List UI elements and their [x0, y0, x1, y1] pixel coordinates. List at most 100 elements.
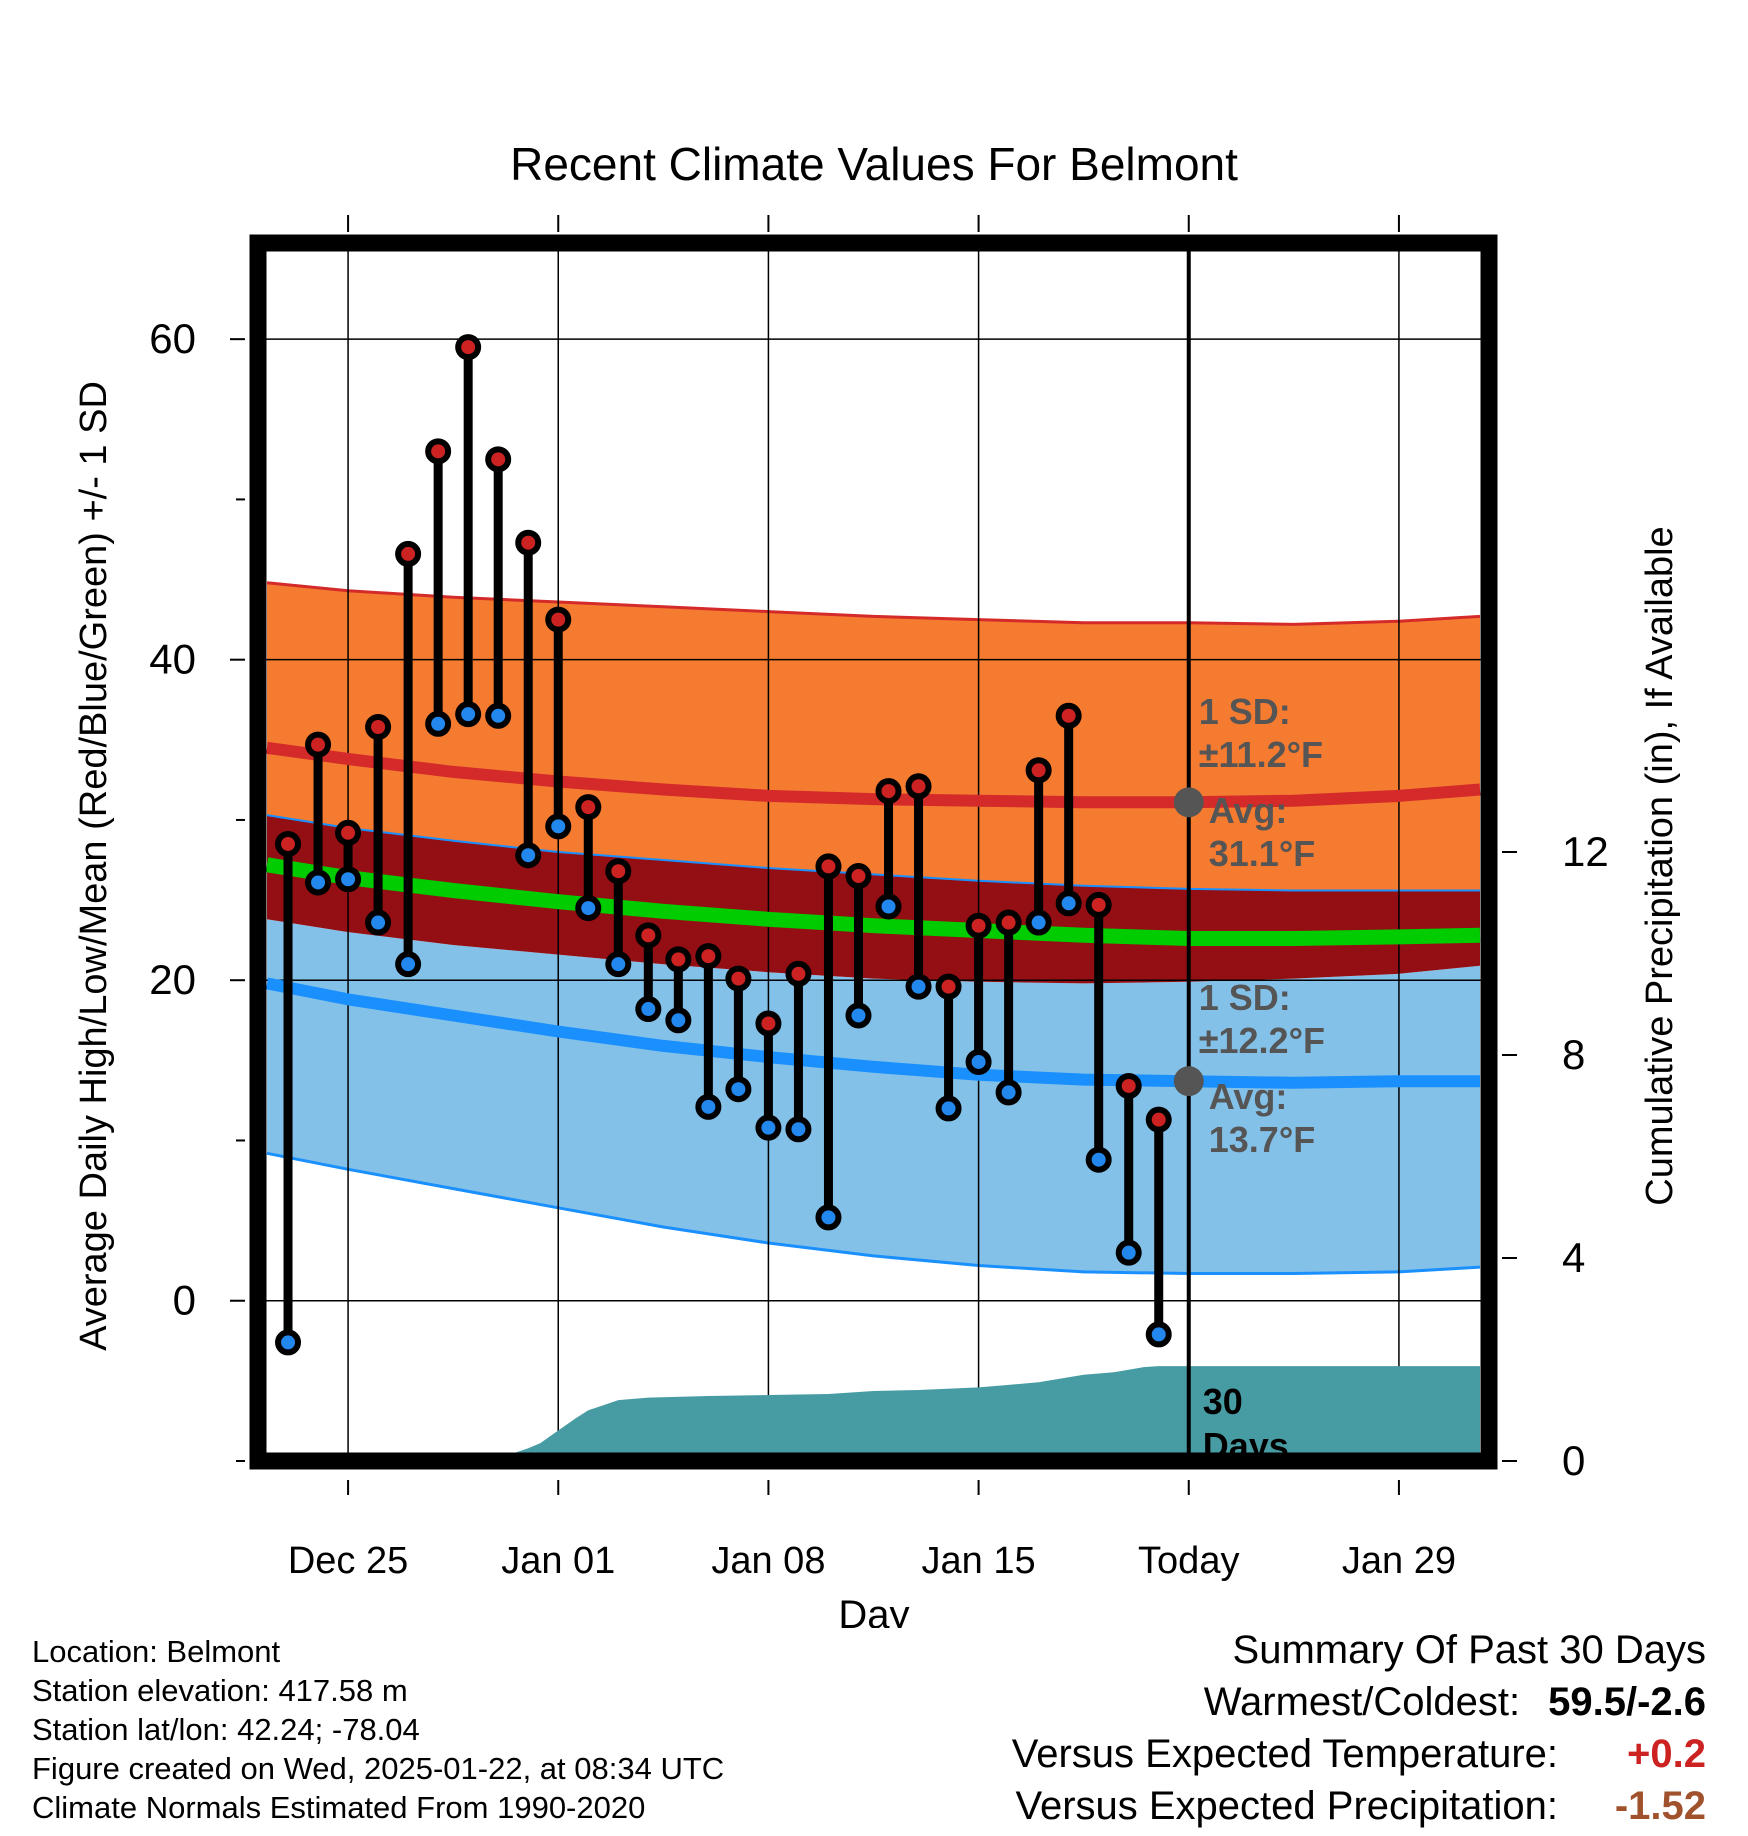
low-sd-lower-edge	[266, 1151, 1481, 1275]
low-point	[905, 973, 932, 1000]
low-point	[665, 1007, 692, 1034]
low-point	[1115, 1239, 1142, 1266]
axes: Dec 25 Jan 01 Jan 08 Jan 15 Today Jan 2902040…	[73, 215, 1681, 1628]
high-sd-label: 1 SD:	[1199, 691, 1291, 732]
low-point	[575, 895, 602, 922]
low-point	[695, 1093, 722, 1120]
high-point	[1115, 1072, 1142, 1099]
temp-row: Versus Expected Temperature: +0.2	[1012, 1732, 1706, 1784]
temp-label: Versus Expected Temperature:	[1011, 1732, 1558, 1776]
y2-tick-label: 12	[1562, 828, 1609, 875]
low-point	[1025, 909, 1052, 936]
high-point	[335, 819, 362, 846]
high-point	[515, 529, 542, 556]
elevation-text: Station elevation: 417.58 m	[32, 1673, 408, 1708]
low-point	[1085, 1146, 1112, 1173]
high-avg-value: 31.1°F	[1209, 833, 1315, 874]
high-point	[1055, 702, 1082, 729]
precip-fill	[288, 1366, 1480, 1461]
low-point	[365, 909, 392, 936]
y-tick-label: 40	[149, 636, 196, 683]
temp-value: +0.2	[1627, 1732, 1706, 1776]
low-sd-value: ±12.2°F	[1199, 1020, 1325, 1061]
high-point	[485, 446, 512, 473]
low-avg-label: Avg:	[1209, 1076, 1288, 1117]
low-point	[935, 1095, 962, 1122]
low-avg-value: 13.7°F	[1209, 1119, 1315, 1160]
low-point	[815, 1204, 842, 1231]
low-point	[395, 951, 422, 978]
y2-axis-title: Cumulative Precipitation (in), If Availa…	[1639, 526, 1681, 1205]
created-text: Figure created on Wed, 2025-01-22, at 08…	[32, 1751, 725, 1786]
y2-tick-label: 8	[1562, 1031, 1585, 1078]
low-point	[785, 1116, 812, 1143]
high-avg-label: Avg:	[1209, 790, 1288, 831]
x-tick-label: Jan 29	[1342, 1540, 1456, 1582]
high-point	[935, 973, 962, 1000]
high-point	[545, 606, 572, 633]
normal-high-line	[266, 741, 1481, 809]
station-info: Location: Belmont Station elevation: 417…	[32, 1632, 724, 1827]
low-point	[725, 1076, 752, 1103]
y-tick-label: 20	[149, 956, 196, 1003]
low-point	[425, 710, 452, 737]
y-axis-title: Average Daily High/Low/Mean (Red/Blue/Gr…	[73, 381, 115, 1351]
high-point	[305, 731, 332, 758]
chart-title: Recent Climate Values For Belmont	[510, 138, 1238, 190]
high-point	[455, 334, 482, 361]
latlon-text: Station lat/lon: 42.24; -78.04	[32, 1712, 420, 1747]
y-tick-label: 60	[149, 315, 196, 362]
low-point	[965, 1048, 992, 1075]
x-tick-label: Jan 15	[922, 1540, 1036, 1582]
high-point	[665, 946, 692, 973]
high-point	[785, 960, 812, 987]
low-point	[875, 893, 902, 920]
low-point	[635, 996, 662, 1023]
low-point	[455, 701, 482, 728]
x-tick-label: Dec 25	[288, 1540, 408, 1582]
high-sd-upper-edge	[266, 581, 1481, 626]
high-point	[605, 858, 632, 885]
low-point	[995, 1079, 1022, 1106]
high-point	[365, 713, 392, 740]
low-point	[305, 869, 332, 896]
high-point	[755, 1010, 782, 1037]
high-point	[845, 863, 872, 890]
low-point	[515, 842, 542, 869]
high-sd-lower-edge	[266, 814, 1480, 892]
summary-panel: Summary Of Past 30 Days Warmest/Coldest:…	[1012, 1628, 1706, 1836]
high-point	[875, 778, 902, 805]
high-point	[1085, 891, 1112, 918]
high-point	[275, 830, 302, 857]
high-point	[575, 794, 602, 821]
normal-low-line	[265, 977, 1480, 1089]
precip-row: Versus Expected Precipitation: -1.52	[1012, 1784, 1706, 1836]
high-sd-value: ±11.2°F	[1199, 734, 1323, 775]
high-point	[635, 922, 662, 949]
low-avg-marker	[1173, 1066, 1204, 1097]
warmest-label: Warmest/Coldest:	[1203, 1680, 1521, 1724]
high-avg-marker	[1173, 787, 1204, 818]
summary-title-row: Summary Of Past 30 Days	[1012, 1628, 1706, 1680]
precipitation-area	[288, 1366, 1480, 1461]
y2-tick-label: 4	[1562, 1234, 1585, 1281]
high-point	[1145, 1106, 1172, 1133]
high-point	[815, 853, 842, 880]
low-point	[335, 866, 362, 893]
y-tick-label: 0	[173, 1277, 196, 1324]
y2-tick-label: 0	[1562, 1437, 1585, 1484]
high-point	[905, 773, 932, 800]
plot-frame	[249, 234, 1498, 1470]
high-point	[695, 943, 722, 970]
precip-value: -1.52	[1614, 1784, 1706, 1828]
x-tick-label: Jan 08	[711, 1540, 825, 1582]
low-sd-band	[267, 919, 1480, 1274]
low-point	[605, 951, 632, 978]
high-point	[425, 438, 452, 465]
days-count: 30	[1203, 1381, 1243, 1422]
precip-label: Versus Expected Precipitation:	[1015, 1784, 1558, 1828]
low-point	[1145, 1321, 1172, 1348]
location-text: Location: Belmont	[32, 1634, 281, 1669]
low-point	[485, 702, 512, 729]
